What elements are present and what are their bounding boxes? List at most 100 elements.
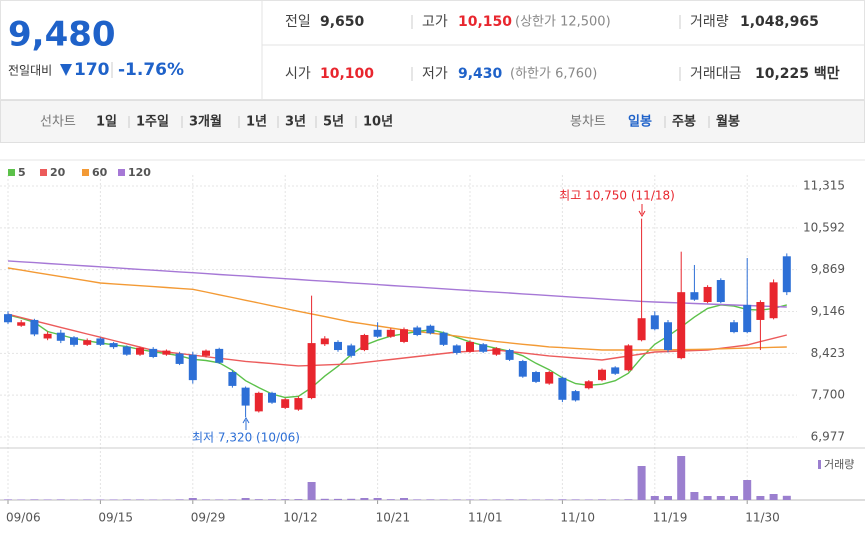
low-annotation: 최저 7,320 (10/06) <box>192 431 300 445</box>
volume-bar <box>716 496 725 500</box>
volume-bar <box>202 499 210 500</box>
period-tab[interactable]: 1년 <box>246 115 267 130</box>
volume-bar <box>690 492 699 500</box>
volume-bar <box>452 499 461 500</box>
volume-bar <box>83 499 92 500</box>
volume-bar <box>743 480 752 500</box>
candle-body <box>703 286 712 303</box>
candle-body <box>268 392 276 403</box>
candle-body <box>492 348 501 355</box>
candle-body <box>532 372 540 382</box>
x-tick-label: 09/06 <box>6 511 41 525</box>
candle-body <box>413 327 422 335</box>
volume-bar <box>320 498 329 500</box>
candle-body <box>730 322 738 333</box>
candle-body <box>43 333 52 339</box>
y-tick-label: 10,592 <box>803 220 845 234</box>
candle-tab[interactable]: 월봉 <box>716 114 740 130</box>
y-tick-label: 6,977 <box>811 430 845 444</box>
volume-legend: 거래량 <box>824 458 854 471</box>
candle-body <box>400 329 408 342</box>
cell-label: 고가 <box>422 14 448 30</box>
x-tick-label: 11/01 <box>468 511 503 525</box>
period-tab[interactable]: 1일 <box>96 115 117 130</box>
change-label: 전일대비 <box>8 64 52 78</box>
candle-body <box>677 292 686 359</box>
candle-body <box>254 392 263 412</box>
period-tab[interactable]: 1주일 <box>136 115 169 130</box>
x-tick-label: 09/29 <box>191 511 226 525</box>
candle-body <box>175 353 184 364</box>
volume-bar <box>584 499 593 500</box>
volume-bar <box>571 499 580 500</box>
candle-body <box>518 361 527 377</box>
volume-bar <box>703 496 712 500</box>
ma-line <box>7 313 787 367</box>
volume-bar <box>413 499 422 500</box>
volume-bar <box>730 496 738 500</box>
tab-bar <box>0 100 865 143</box>
candle-tab[interactable]: 일봉 <box>628 115 652 130</box>
candle-body <box>479 344 488 352</box>
candle-body <box>439 332 448 345</box>
candle-body <box>149 348 158 357</box>
candle-body <box>426 325 435 334</box>
volume-bar <box>254 499 263 500</box>
candle-body <box>584 381 593 389</box>
candle-body <box>782 256 791 293</box>
legend-swatch <box>118 169 125 176</box>
candle-body <box>320 338 329 345</box>
x-tick-label: 11/19 <box>653 511 688 525</box>
y-tick-label: 9,869 <box>811 262 845 276</box>
volume-bar <box>228 499 237 500</box>
period-tab[interactable]: 3개월 <box>189 114 222 130</box>
period-tab[interactable]: 10년 <box>363 115 393 130</box>
volume-bar <box>360 498 369 500</box>
volume-bar <box>518 499 527 500</box>
candle-body <box>505 350 514 360</box>
legend-swatch <box>82 169 89 176</box>
candle-body <box>188 354 197 381</box>
ma-line <box>7 267 787 351</box>
volume-bar <box>334 498 342 500</box>
cell-value: 1,048,965 <box>740 14 819 30</box>
volume-bar <box>136 499 144 500</box>
volume-bar <box>439 499 448 500</box>
volume-bar <box>30 499 39 500</box>
volume-bar <box>426 499 435 500</box>
volume-bar <box>756 496 765 500</box>
volume-bar <box>373 498 382 500</box>
volume-bar <box>175 499 184 500</box>
candle-body <box>452 345 461 353</box>
legend-label: 120 <box>128 166 151 179</box>
period-tab[interactable]: 3년 <box>285 115 306 130</box>
volume-bar <box>624 499 633 500</box>
candle-body <box>17 322 26 326</box>
candle-body <box>373 329 382 337</box>
candle-tab[interactable]: 주봉 <box>672 115 696 130</box>
volume-bar <box>109 499 118 500</box>
period-tab[interactable]: 5년 <box>323 115 344 130</box>
legend-label: 20 <box>50 166 66 179</box>
candle-body <box>30 319 39 335</box>
x-tick-label: 11/30 <box>745 511 780 525</box>
cell-label: 저가 <box>422 66 448 82</box>
cell-value: 10,225 백만 <box>755 66 840 82</box>
volume-bar <box>677 456 686 500</box>
x-tick-label: 09/15 <box>98 511 133 525</box>
cell-value: 10,100 <box>320 66 374 82</box>
cell-note: (상한가 12,500) <box>515 15 611 30</box>
candle-body <box>4 314 12 323</box>
x-tick-label: 10/12 <box>283 511 318 525</box>
volume-bar <box>611 499 620 500</box>
candle-body <box>360 334 369 351</box>
legend-label: 60 <box>92 166 108 179</box>
volume-bar <box>400 498 408 500</box>
candle-body <box>241 387 250 406</box>
candle-body <box>571 391 580 401</box>
high-annotation: 최고 10,750 (11/18) <box>559 189 675 203</box>
candle-body <box>624 345 633 371</box>
candle-body <box>598 369 606 381</box>
candle-body <box>162 350 171 355</box>
candle-body <box>650 315 659 330</box>
